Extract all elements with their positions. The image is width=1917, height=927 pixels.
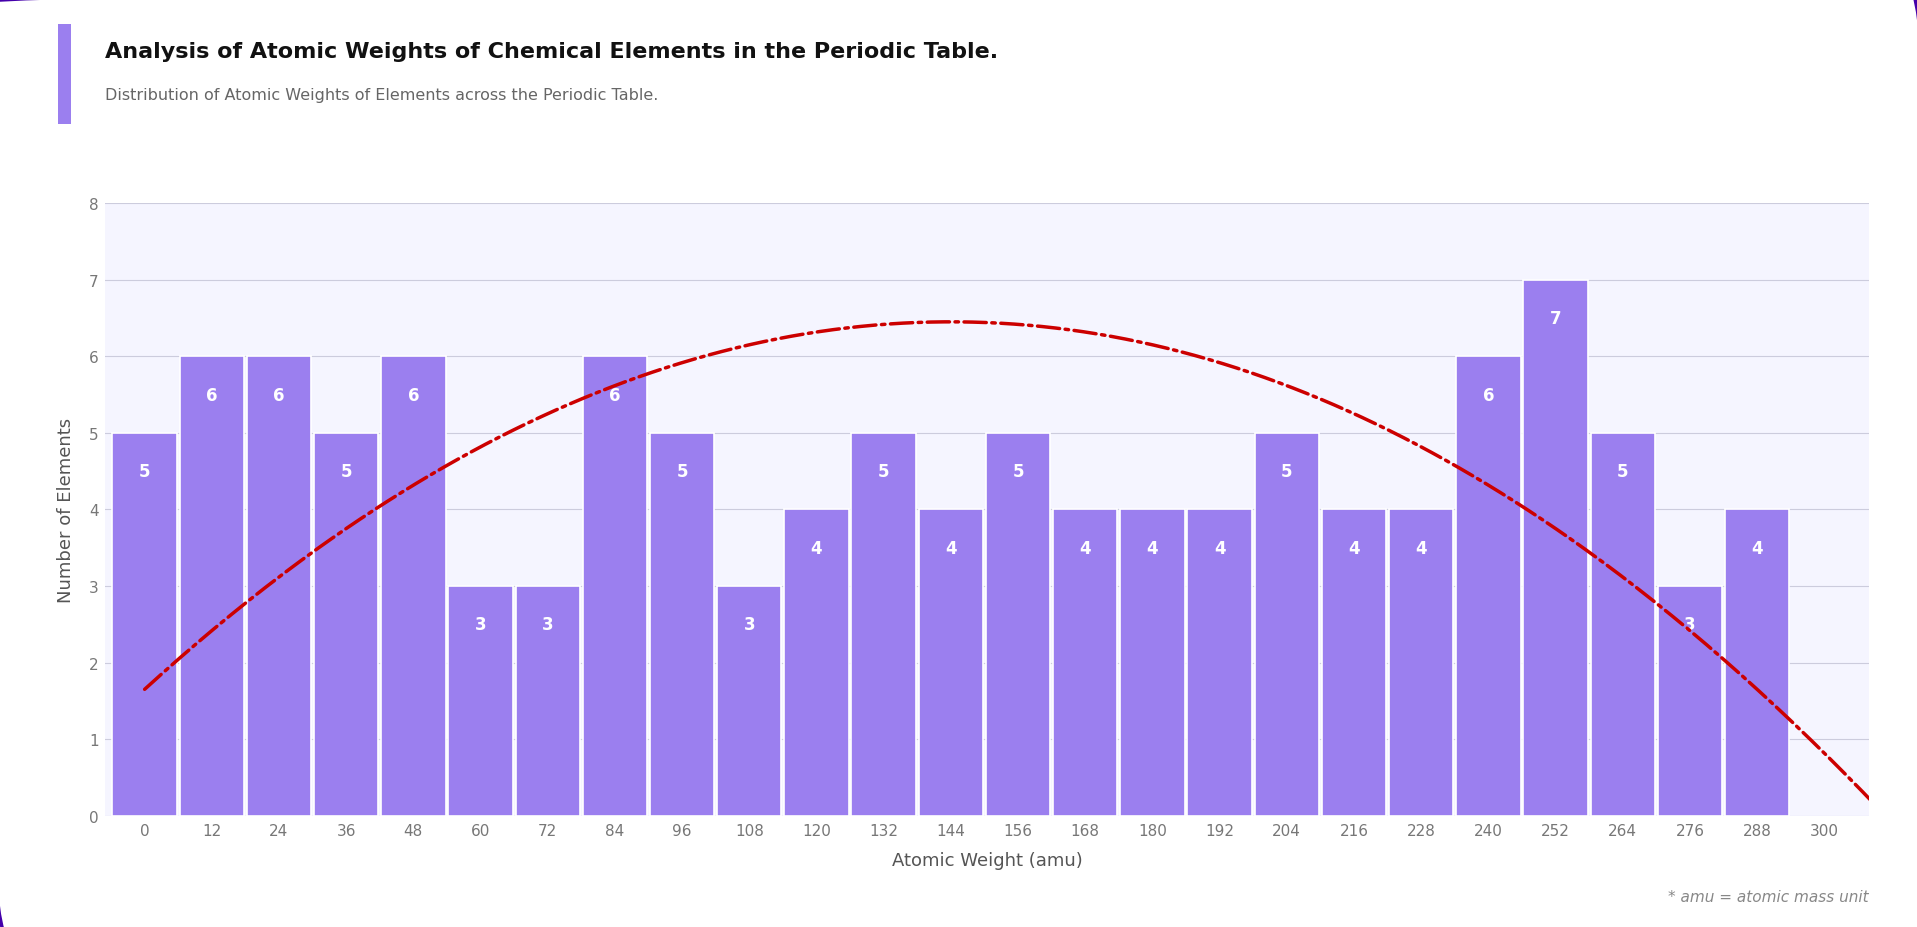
Bar	[1323, 510, 1386, 816]
Text: 4: 4	[1348, 540, 1359, 557]
Bar	[1390, 510, 1453, 816]
Bar	[1725, 510, 1789, 816]
Bar	[1052, 510, 1118, 816]
Text: 3: 3	[744, 616, 755, 633]
Text: 5: 5	[1281, 463, 1292, 480]
Text: 4: 4	[1415, 540, 1426, 557]
Text: Distribution of Atomic Weights of Elements across the Periodic Table.: Distribution of Atomic Weights of Elemen…	[105, 88, 659, 103]
Text: 3: 3	[1685, 616, 1697, 633]
Text: 4: 4	[1213, 540, 1225, 557]
Bar	[314, 433, 378, 816]
Bar	[1591, 433, 1654, 816]
Text: 5: 5	[138, 463, 150, 480]
Bar	[918, 510, 983, 816]
Text: 5: 5	[1616, 463, 1628, 480]
Text: Analysis of Atomic Weights of Chemical Elements in the Periodic Table.: Analysis of Atomic Weights of Chemical E…	[105, 42, 999, 62]
Text: 4: 4	[945, 540, 957, 557]
Bar	[784, 510, 849, 816]
Text: 5: 5	[878, 463, 889, 480]
Text: 6: 6	[274, 387, 286, 404]
Bar	[381, 357, 445, 816]
Text: 4: 4	[1146, 540, 1158, 557]
Bar	[113, 433, 176, 816]
Bar	[1524, 280, 1587, 816]
Text: 5: 5	[1012, 463, 1024, 480]
Text: 5: 5	[677, 463, 688, 480]
Bar	[1254, 433, 1319, 816]
Text: 6: 6	[408, 387, 420, 404]
Text: 5: 5	[341, 463, 353, 480]
Bar	[449, 586, 512, 816]
Bar	[583, 357, 648, 816]
Bar	[851, 433, 916, 816]
Text: 6: 6	[610, 387, 621, 404]
Bar	[1457, 357, 1520, 816]
Bar	[717, 586, 782, 816]
Bar	[1658, 586, 1721, 816]
Text: 4: 4	[811, 540, 822, 557]
Bar	[1187, 510, 1252, 816]
Bar	[1120, 510, 1185, 816]
Text: 4: 4	[1752, 540, 1764, 557]
Y-axis label: Number of Elements: Number of Elements	[58, 417, 75, 603]
X-axis label: Atomic Weight (amu): Atomic Weight (amu)	[891, 852, 1083, 870]
Bar	[650, 433, 715, 816]
Text: 7: 7	[1549, 310, 1560, 327]
Bar	[180, 357, 243, 816]
Text: 6: 6	[205, 387, 217, 404]
Text: 6: 6	[1482, 387, 1493, 404]
Text: 3: 3	[475, 616, 487, 633]
Text: 3: 3	[543, 616, 554, 633]
Bar	[247, 357, 311, 816]
Bar	[516, 586, 581, 816]
Text: 4: 4	[1079, 540, 1091, 557]
Text: * amu = atomic mass unit: * amu = atomic mass unit	[1668, 889, 1869, 904]
Bar	[985, 433, 1051, 816]
